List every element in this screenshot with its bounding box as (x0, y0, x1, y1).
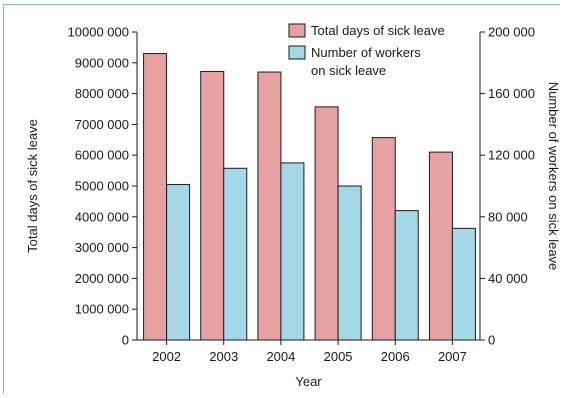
left-tick-label: 3000 000 (75, 240, 129, 255)
right-tick-label: 160 000 (488, 86, 535, 101)
bar-total-days (143, 53, 168, 341)
left-tick-label: 6000 000 (75, 148, 129, 163)
left-tick-label: 0 (122, 333, 129, 348)
x-tick-label: 2005 (324, 349, 353, 364)
bar-workers (166, 183, 191, 341)
left-tick-label: 7000 000 (75, 117, 129, 132)
left-tick-label: 10000 000 (68, 25, 129, 40)
legend-label-total-days: Total days of sick leave (311, 23, 445, 38)
right-axis-label: Number of workers on sick leave (546, 82, 561, 271)
left-tick-label: 5000 000 (75, 179, 129, 194)
right-tick-label: 120 000 (488, 148, 535, 163)
right-tick-label: 200 000 (488, 25, 535, 40)
legend-label-workers-line: Number of workers (311, 45, 421, 60)
left-axis-label: Total days of sick leave (25, 119, 40, 253)
right-tick-label: 80 000 (488, 209, 528, 224)
x-tick-label: 2007 (438, 349, 467, 364)
legend-label-workers: Number of workers on sick leave (311, 45, 421, 78)
bar-total-days (257, 71, 282, 341)
left-tick-label: 2000 000 (75, 271, 129, 286)
x-tick-label: 2002 (152, 349, 181, 364)
legend-swatch-total-days (288, 23, 306, 38)
bar-workers (280, 162, 305, 341)
x-tick-label: 2003 (209, 349, 238, 364)
bar-total-days (200, 70, 225, 341)
bar-workers (337, 185, 362, 341)
x-tick-label: 2006 (381, 349, 410, 364)
bar-workers (394, 210, 419, 341)
bar-workers (223, 167, 248, 341)
bar-workers (451, 227, 476, 341)
left-tick-label: 4000 000 (75, 209, 129, 224)
right-tick-label: 40 000 (488, 271, 528, 286)
bar-total-days (314, 106, 339, 341)
left-tick-label: 1000 000 (75, 302, 129, 317)
legend-swatch-workers (288, 45, 306, 60)
bar-total-days (371, 137, 396, 341)
x-tick-label: 2004 (266, 349, 295, 364)
left-tick-label: 9000 000 (75, 55, 129, 70)
legend-label-workers-line: on sick leave (311, 63, 386, 78)
right-tick-label: 0 (488, 333, 495, 348)
x-axis-label: Year (295, 374, 322, 389)
left-tick-label: 8000 000 (75, 86, 129, 101)
bar-total-days (428, 151, 453, 341)
